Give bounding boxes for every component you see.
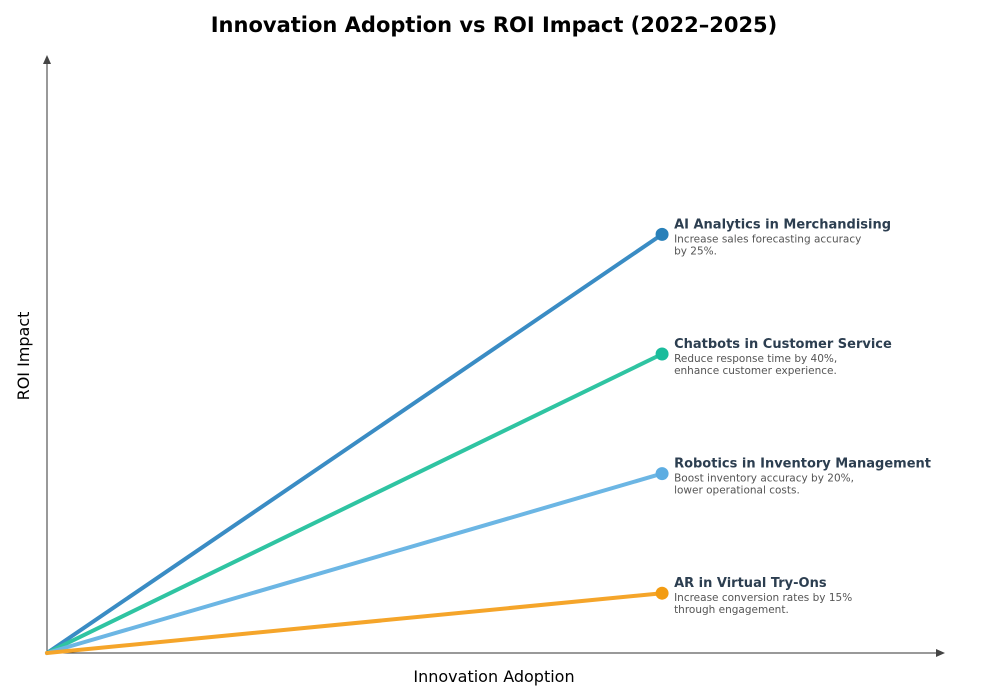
y-axis-arrow-icon — [43, 55, 51, 64]
x-axis-label: Innovation Adoption — [413, 667, 574, 686]
chart-title: Innovation Adoption vs ROI Impact (2022–… — [211, 13, 778, 37]
series-point-1 — [655, 347, 669, 361]
y-axis-label: ROI Impact — [14, 312, 33, 401]
series-label-3: AR in Virtual Try-Ons — [674, 576, 827, 591]
series-description-2: Boost inventory accuracy by 20%, — [674, 473, 854, 485]
series-description-1: enhance customer experience. — [674, 365, 837, 377]
x-axis-arrow-icon — [936, 649, 945, 657]
series-label-1: Chatbots in Customer Service — [674, 337, 892, 352]
series-line-0 — [45, 232, 665, 655]
series-description-3: through engagement. — [674, 604, 789, 616]
series-label-2: Robotics in Inventory Management — [674, 457, 931, 472]
series-line-1 — [45, 352, 665, 655]
series-description-0: by 25%. — [674, 245, 717, 257]
series-label-0: AI Analytics in Merchandising — [674, 217, 891, 232]
series-line-2 — [45, 471, 665, 655]
series-description-1: Reduce response time by 40%, — [674, 353, 837, 365]
series-description-0: Increase sales forecasting accuracy — [674, 233, 861, 245]
series-description-3: Increase conversion rates by 15% — [674, 592, 852, 604]
series-point-0 — [655, 227, 669, 241]
series-description-2: lower operational costs. — [674, 485, 800, 497]
series-point-3 — [655, 586, 669, 600]
series-line-3 — [45, 591, 665, 655]
series-point-2 — [655, 467, 669, 481]
